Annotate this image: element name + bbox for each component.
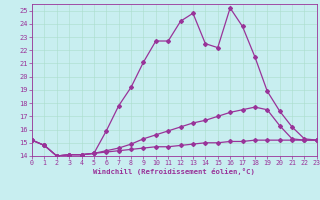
X-axis label: Windchill (Refroidissement éolien,°C): Windchill (Refroidissement éolien,°C): [93, 168, 255, 175]
